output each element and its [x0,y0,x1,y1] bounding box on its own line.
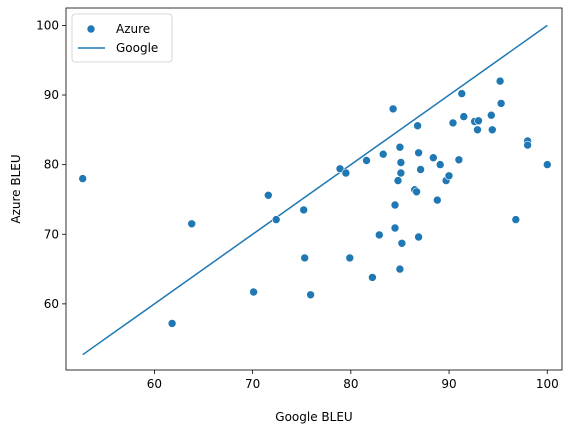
legend-label-google: Google [116,41,158,55]
scatter-point-27 [413,121,422,130]
scatter-point-23 [395,264,405,274]
scatter-point-45 [495,76,505,86]
x-tick-label: 100 [536,377,559,391]
scatter-point-46 [496,99,506,108]
scatter-point-31 [428,153,438,162]
scatter-point-15 [378,149,388,159]
y-tick-label: 60 [44,297,59,311]
scatter-point-6 [299,205,309,215]
x-tick-label: 90 [441,377,456,391]
scatter-point-5 [271,215,281,224]
scatter-point-30 [414,232,423,242]
scatter-point-24 [397,239,407,248]
scatter-point-26 [412,187,421,197]
series-layer [78,24,552,356]
scatter-point-18 [390,223,400,233]
legend-marker-azure [86,24,96,34]
scatter-point-12 [362,156,371,165]
y-axis-label: Azure BLEU [9,154,23,223]
scatter-point-50 [542,160,552,169]
scatter-point-28 [414,148,423,158]
x-tick-label: 80 [343,377,358,391]
scatter-point-38 [457,89,467,98]
scatter-point-39 [459,112,469,121]
scatter-point-1 [167,319,177,328]
scatter-point-22 [396,168,406,178]
y-tick-label: 70 [44,227,59,241]
scatter-point-29 [416,165,425,174]
scatter-point-47 [511,215,521,224]
legend-box [71,13,173,63]
scatter-point-36 [448,118,458,128]
scatter-point-17 [390,200,400,210]
scatter-point-2 [187,219,196,229]
scatter-point-44 [487,125,497,135]
y-tick-label: 80 [44,158,59,172]
scatter-point-3 [249,287,258,297]
scatter-point-32 [432,195,442,205]
x-tick-label: 70 [245,377,260,391]
scatter-point-43 [486,110,496,120]
scatter-point-9 [335,164,345,174]
plot-frame [65,7,563,371]
scatter-point-20 [395,142,405,152]
scatter-point-4 [263,191,273,200]
scatter-point-49 [523,140,532,150]
y-axis-ticks: 60 70 80 90 100 [36,18,66,311]
scatter-point-41 [474,116,483,126]
scatter-point-13 [368,273,377,282]
scatter-point-14 [374,230,384,240]
x-tick-label: 60 [147,377,162,391]
x-axis-label: Google BLEU [275,410,352,424]
y-tick-label: 90 [44,88,59,102]
scatter-point-35 [444,171,454,181]
scatter-point-37 [454,155,464,165]
scatter-point-10 [341,168,351,178]
scatter-point-42 [473,125,482,135]
x-axis-ticks: 60 70 80 90 100 [147,370,559,391]
scatter-point-11 [345,253,355,263]
legend: Azure Google [71,13,173,63]
legend-label-azure: Azure [116,22,150,36]
series-line-google [82,24,548,356]
scatter-point-8 [306,290,315,300]
y-tick-label: 100 [36,18,59,32]
scatter-point-21 [396,158,406,167]
scatter-point-16 [388,104,398,114]
scatter-point-0 [78,174,87,183]
scatter-point-19 [393,176,403,185]
scatter-point-33 [435,160,445,169]
scatter-point-7 [300,253,310,263]
